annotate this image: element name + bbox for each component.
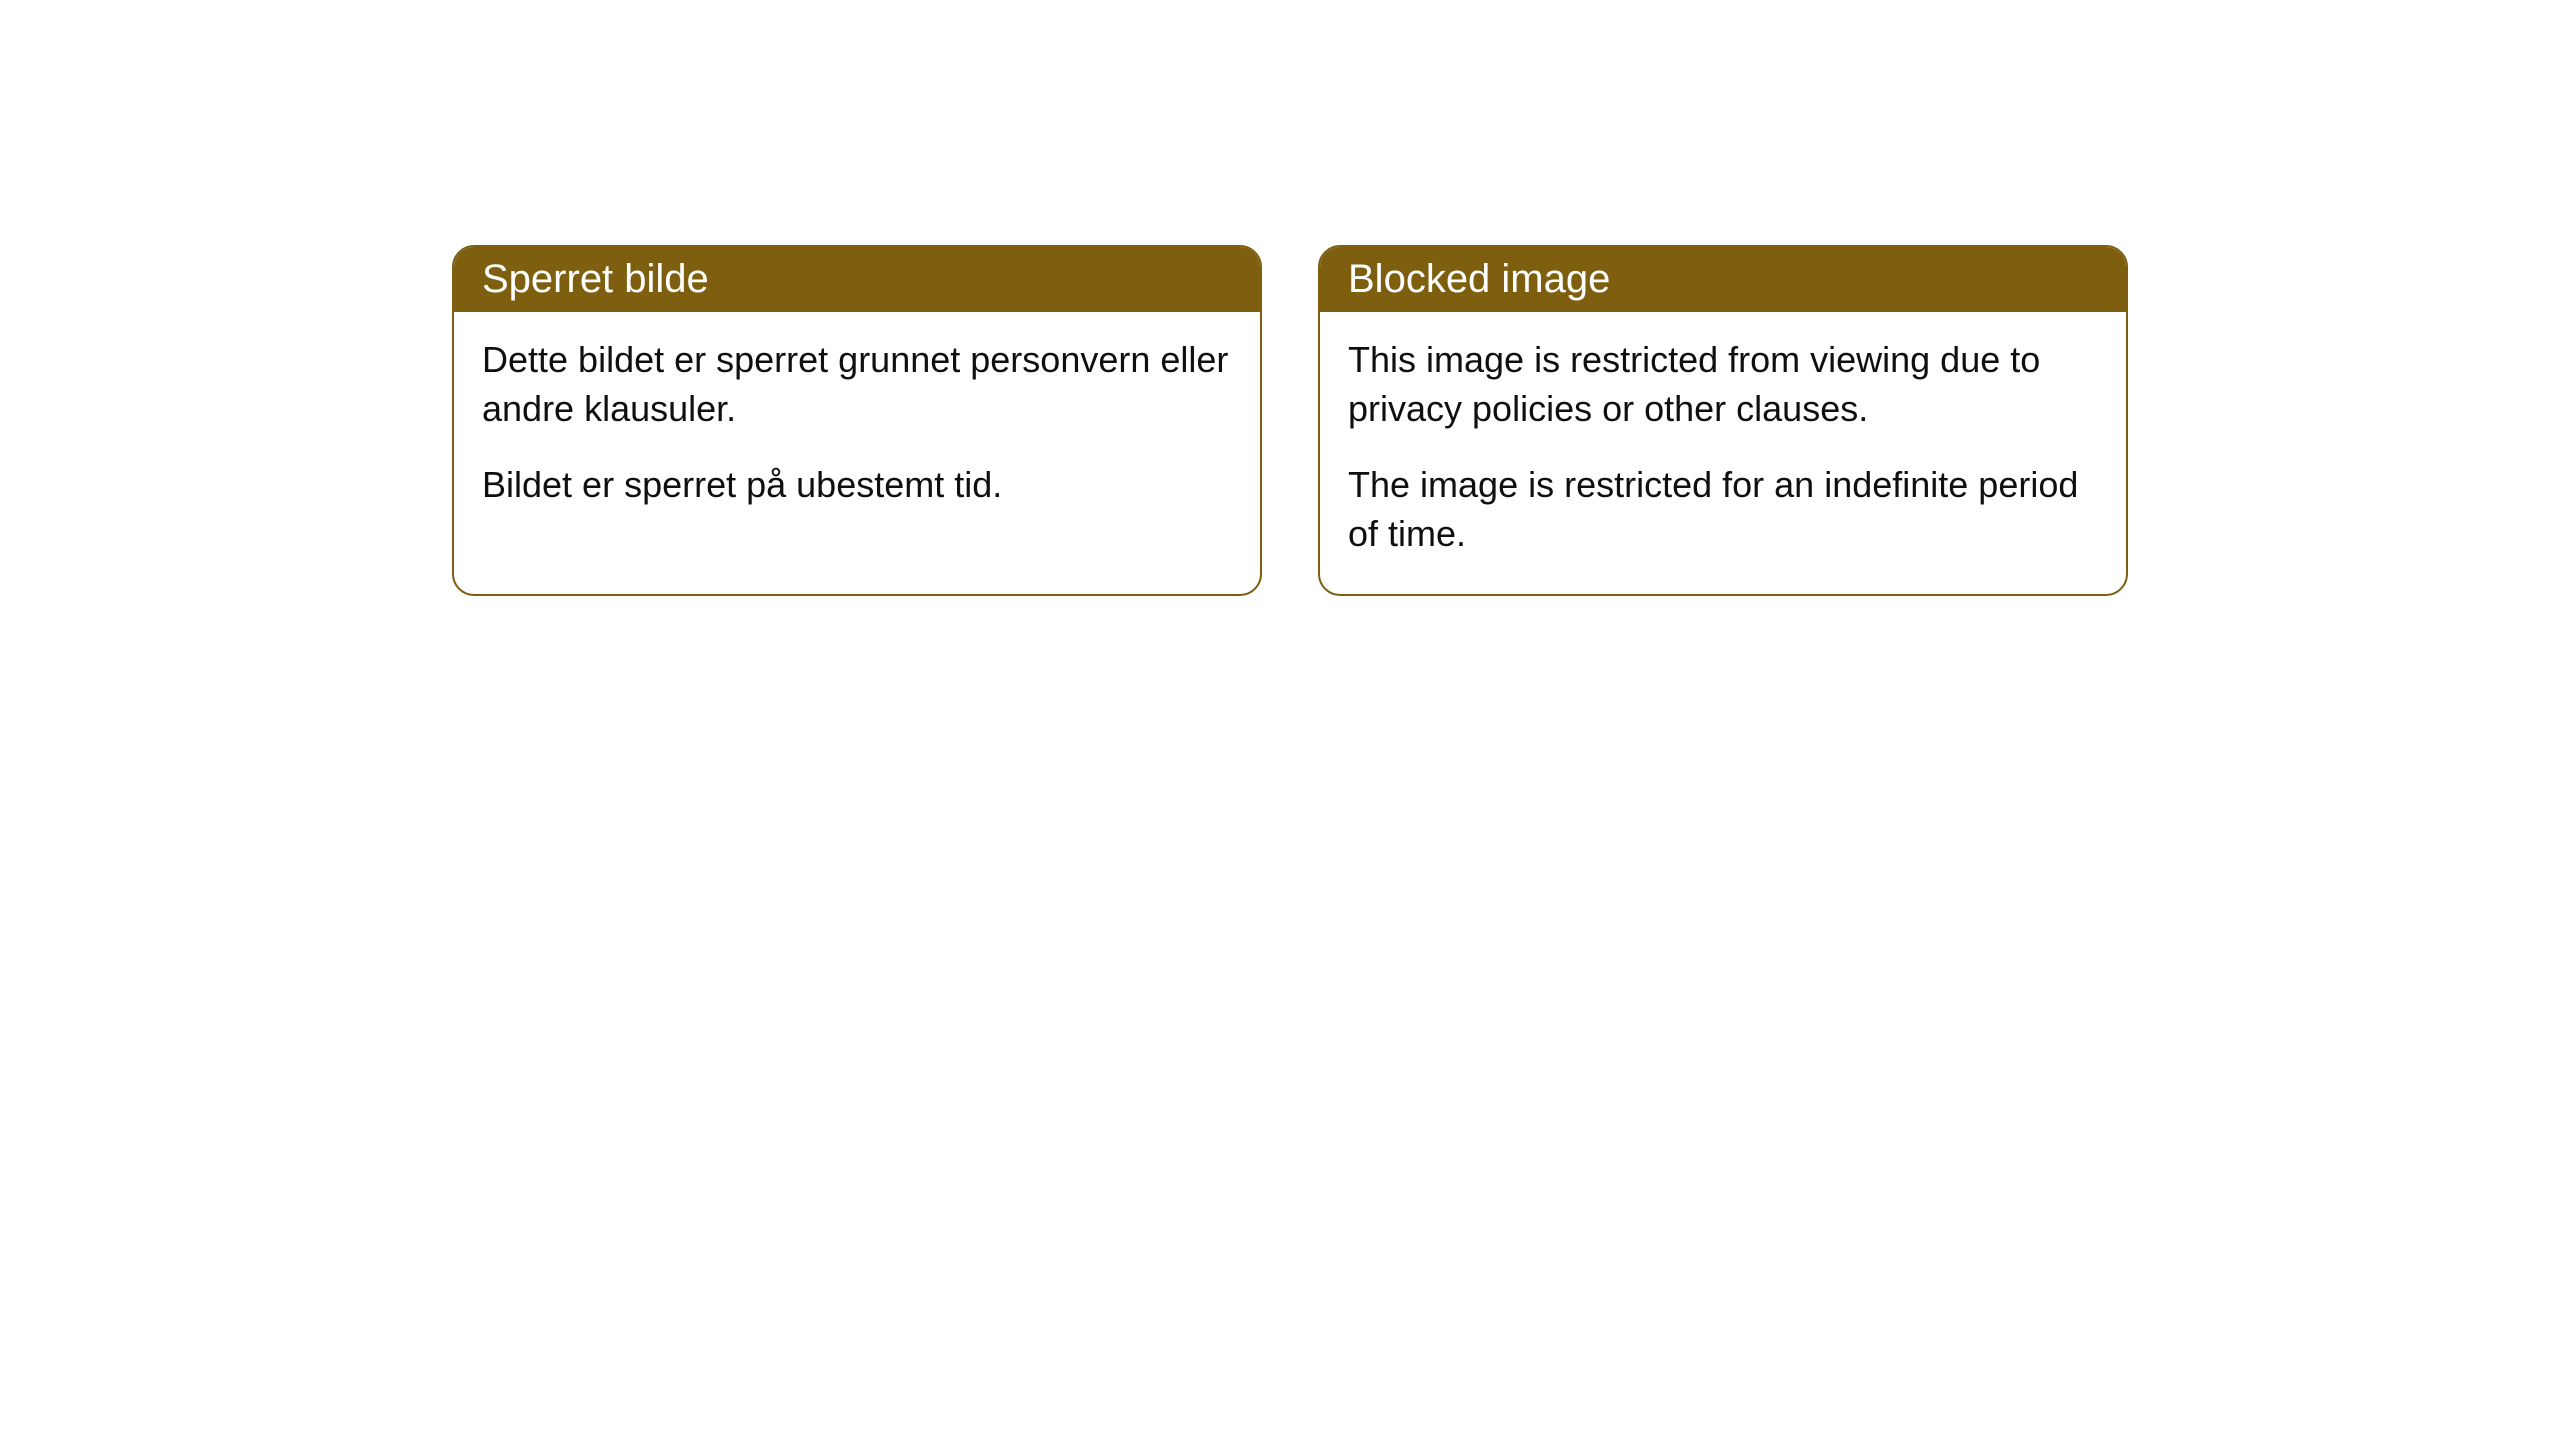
notice-card-norwegian: Sperret bilde Dette bildet er sperret gr… bbox=[452, 245, 1262, 596]
card-title: Blocked image bbox=[1348, 257, 1610, 301]
notice-card-english: Blocked image This image is restricted f… bbox=[1318, 245, 2128, 596]
card-paragraph: This image is restricted from viewing du… bbox=[1348, 336, 2098, 433]
card-body-english: This image is restricted from viewing du… bbox=[1320, 312, 2126, 594]
card-header-norwegian: Sperret bilde bbox=[454, 247, 1260, 312]
card-title: Sperret bilde bbox=[482, 257, 709, 301]
card-header-english: Blocked image bbox=[1320, 247, 2126, 312]
card-body-norwegian: Dette bildet er sperret grunnet personve… bbox=[454, 312, 1260, 546]
card-paragraph: Dette bildet er sperret grunnet personve… bbox=[482, 336, 1232, 433]
card-paragraph: The image is restricted for an indefinit… bbox=[1348, 461, 2098, 558]
notice-cards-container: Sperret bilde Dette bildet er sperret gr… bbox=[452, 245, 2128, 596]
card-paragraph: Bildet er sperret på ubestemt tid. bbox=[482, 461, 1232, 510]
